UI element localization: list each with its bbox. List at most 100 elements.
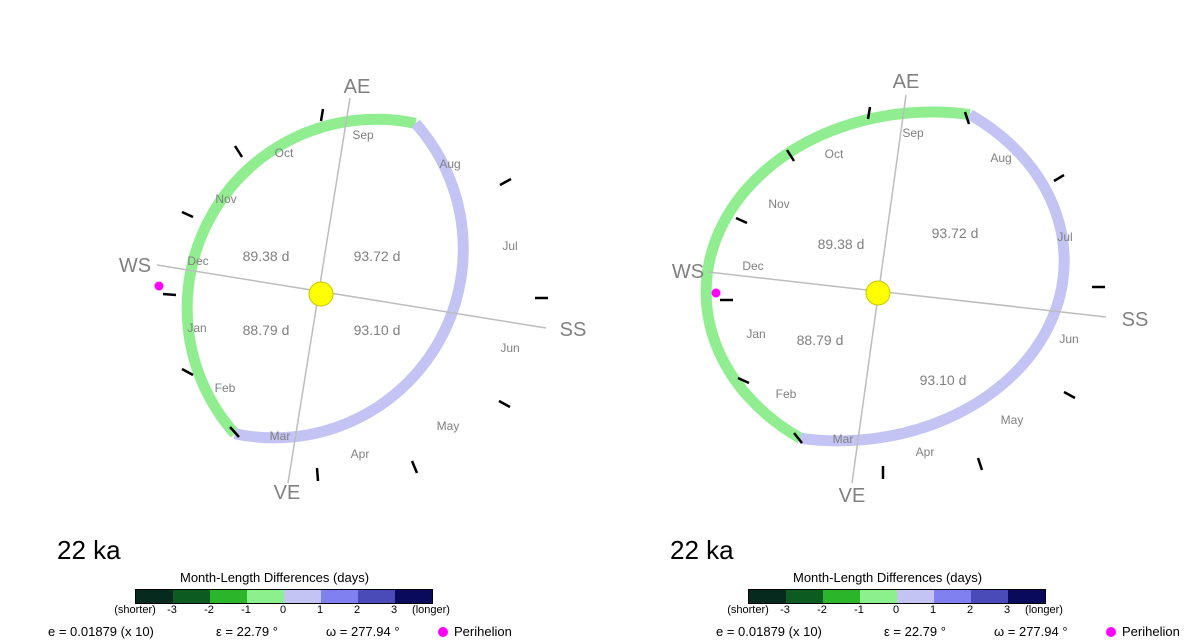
green-orbit-arc <box>181 113 417 438</box>
colorbar-segment <box>823 590 860 603</box>
month-label-mar: Mar <box>833 432 854 446</box>
colorbar-segment <box>749 590 786 603</box>
duration-ae-ss: 93.72 d <box>354 248 401 264</box>
obliquity-label: ε = 22.79 ° <box>884 624 946 639</box>
blue-orbit-arc <box>233 119 469 444</box>
colorbar-segment <box>860 590 897 603</box>
ws-label: WS <box>672 261 704 283</box>
obliquity-label: ε = 22.79 ° <box>216 624 278 639</box>
ws-ss-axis <box>707 271 1107 318</box>
colorbar-segment <box>247 590 284 603</box>
month-label-sep: Sep <box>352 128 374 142</box>
colorbar-tick-label: -1 <box>854 604 864 616</box>
month-label-feb: Feb <box>776 387 797 401</box>
month-tick <box>498 399 511 409</box>
ws-label: WS <box>119 255 151 277</box>
ws-ss-axis <box>156 264 547 329</box>
month-tick <box>1053 173 1065 183</box>
colorbar-tick-label: 3 <box>390 604 398 616</box>
colorbar-tick-label: -3 <box>167 604 177 616</box>
month-tick <box>737 376 750 385</box>
month-label-apr: Apr <box>351 447 370 461</box>
orbital-parameters: e = 0.01879 (x 10) ε = 22.79 ° ω = 277.9… <box>600 624 1200 640</box>
duration-ws-ae: 89.38 d <box>818 236 865 252</box>
colorbar <box>748 589 1046 604</box>
orbital-parameters: e = 0.01879 (x 10) ε = 22.79 ° ω = 277.9… <box>0 624 600 640</box>
colorbar-segment <box>395 590 432 603</box>
age-label: 22 ka <box>670 535 734 565</box>
ss-label: SS <box>1122 309 1149 331</box>
age-label: 22 ka <box>57 535 121 565</box>
month-label-jan: Jan <box>187 321 206 335</box>
month-tick <box>410 460 419 474</box>
colorbar-tick-label: 1 <box>929 604 937 616</box>
month-label-may: May <box>1001 413 1024 427</box>
duration-ve-ws: 88.79 d <box>243 322 290 338</box>
month-tick <box>1063 390 1076 400</box>
ae-label: AE <box>893 71 920 93</box>
month-label-aug: Aug <box>990 151 1011 165</box>
precession-label: ω = 277.94 ° <box>994 624 1068 639</box>
month-label-aug: Aug <box>439 157 460 171</box>
colorbar-segment <box>786 590 823 603</box>
colorbar-segment <box>358 590 395 603</box>
month-label-jun: Jun <box>1059 332 1078 346</box>
colorbar-segment <box>210 590 247 603</box>
month-tick <box>866 106 872 120</box>
month-label-oct: Oct <box>275 146 294 160</box>
eccentricity-label: e = 0.01879 (x 10) <box>716 624 822 639</box>
month-tick <box>181 210 194 219</box>
colorbar-segment <box>934 590 971 603</box>
month-label-may: May <box>437 419 460 433</box>
month-label-apr: Apr <box>916 445 935 459</box>
colorbar-ticks: (shorter) -3 -2 -1 0 1 2 3 (longer) <box>600 604 1200 617</box>
month-label-nov: Nov <box>215 192 236 206</box>
month-ticks <box>720 106 1105 479</box>
colorbar-tick-label: (shorter) <box>114 604 156 616</box>
month-tick <box>181 367 194 377</box>
orbit-panel-right: AE WS VE SS Jan Feb Mar Apr May Jun Jul … <box>600 0 1200 643</box>
blue-orbit-arc <box>799 109 1070 447</box>
colorbar-segment <box>971 590 1008 603</box>
colorbar-ticks: (shorter) -3 -2 -1 0 1 2 3 (longer) <box>0 604 600 617</box>
month-label-dec: Dec <box>187 254 208 268</box>
month-label-oct: Oct <box>825 147 844 161</box>
perihelion-legend-dot <box>438 627 448 637</box>
ve-label: VE <box>274 482 301 504</box>
colorbar-tick-label: (longer) <box>412 604 450 616</box>
duration-ws-ae: 89.38 d <box>243 248 290 264</box>
ss-label: SS <box>560 319 587 341</box>
month-tick <box>315 467 320 482</box>
colorbar-segment <box>321 590 358 603</box>
month-tick <box>229 426 240 438</box>
month-tick <box>963 111 971 125</box>
colorbar <box>135 589 433 604</box>
precession-label: ω = 277.94 ° <box>326 624 400 639</box>
month-label-mar: Mar <box>270 429 291 443</box>
colorbar-title: Month-Length Differences (days) <box>793 570 983 585</box>
month-label-sep: Sep <box>902 126 924 140</box>
sun <box>308 281 334 307</box>
colorbar-tick-label: -1 <box>241 604 251 616</box>
month-label-jan: Jan <box>746 327 765 341</box>
month-label-nov: Nov <box>768 197 789 211</box>
month-ticks <box>162 108 548 482</box>
colorbar-tick-label: 2 <box>353 604 361 616</box>
colorbar-tick-label: (shorter) <box>727 604 769 616</box>
colorbar-segment <box>897 590 934 603</box>
colorbar-segment <box>173 590 210 603</box>
month-label-jun: Jun <box>500 341 519 355</box>
month-tick <box>976 457 984 471</box>
perihelion-legend-label: Perihelion <box>454 624 512 639</box>
month-tick <box>162 292 177 297</box>
colorbar-tick-label: (longer) <box>1025 604 1063 616</box>
colorbar-tick-label: -3 <box>780 604 790 616</box>
green-orbit-arc <box>700 106 971 444</box>
colorbar-tick-label: 0 <box>892 604 900 616</box>
colorbar-tick-label: 1 <box>316 604 324 616</box>
ae-label: AE <box>344 76 371 98</box>
month-label-jul: Jul <box>1057 230 1072 244</box>
colorbar-tick-label: -2 <box>817 604 827 616</box>
perihelion-legend-label: Perihelion <box>1122 624 1180 639</box>
duration-ss-ve: 93.10 d <box>920 372 967 388</box>
